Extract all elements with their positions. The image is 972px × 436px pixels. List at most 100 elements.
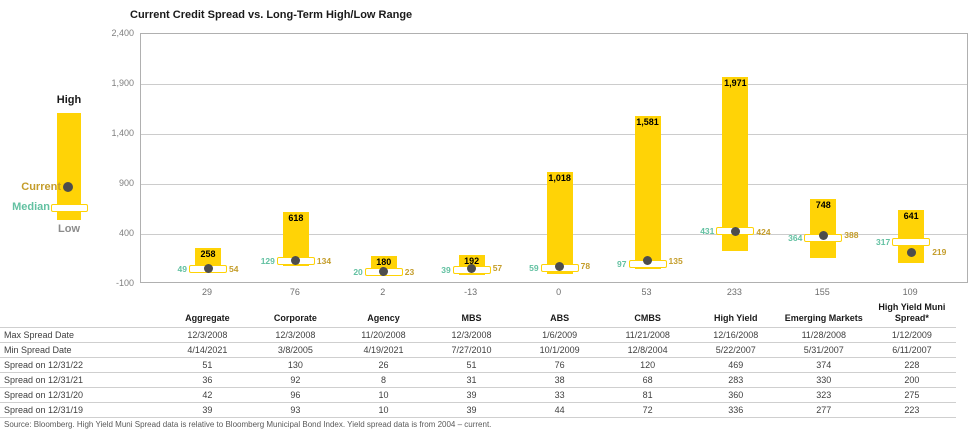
value-cell: 11/28/2008 (779, 327, 868, 343)
range-bar-cmbs (634, 115, 661, 269)
row-label-cell: Spread on 12/31/22 (0, 357, 164, 373)
current-value-label: 424 (756, 226, 771, 237)
high-value-label: 748 (814, 200, 832, 211)
current-value-label: 23 (404, 266, 415, 277)
low-value-label: 155 (814, 287, 830, 297)
value-cell: 10/1/2009 (515, 342, 604, 358)
table-row: Spread on 12/31/22 51 130 26 51 76 120 469 374 22… (0, 357, 956, 373)
legend-median-label: Median (12, 201, 50, 213)
table-header-cell: MBS (461, 313, 482, 323)
row-label-cell: Spread on 12/31/19 (0, 402, 164, 418)
row-label-cell: Spread on 12/31/20 (0, 387, 164, 403)
plot-area: 258 49 54 618 129 134 180 20 23 192 39 57 1,018 59 78 1… (140, 33, 968, 283)
value-cell: 10 (339, 402, 428, 418)
high-value-label: 192 (463, 255, 481, 266)
value-cell: 1/12/2009 (867, 327, 956, 343)
value-cell: 81 (603, 387, 692, 403)
value-cell: 5/31/2007 (779, 342, 868, 358)
y-axis-tick-label: 900 (118, 178, 134, 188)
value-cell: 130 (251, 357, 340, 373)
high-value-label: 1,018 (547, 173, 572, 184)
value-cell: 72 (603, 402, 692, 418)
current-dot (818, 230, 828, 240)
value-cell: 12/8/2004 (603, 342, 692, 358)
row-label-cell: Min Spread Date (0, 342, 164, 358)
table-row: Spread on 12/31/21 36 92 8 31 38 68 283 330 200 (0, 372, 956, 388)
table-header-cell (0, 301, 163, 328)
current-dot (730, 227, 740, 237)
value-cell: 12/16/2008 (691, 327, 780, 343)
table-header-cell: High Yield Muni Spread* (878, 302, 946, 323)
table-row: Spread on 12/31/19 39 93 10 39 44 72 336 277 223 (0, 402, 956, 418)
low-value-label: 0 (556, 287, 562, 297)
current-dot (203, 264, 213, 274)
legend-range-bar (57, 113, 81, 220)
median-value-label: 59 (529, 263, 539, 274)
spread-table-body: Max Spread Date 12/3/2008 12/3/2008 11/20/2… (0, 327, 956, 418)
value-cell: 223 (867, 402, 956, 418)
table-header-row: Aggregate Corporate Agency MBS ABS CMBS High Y… (0, 301, 956, 328)
current-value-label: 78 (580, 261, 591, 272)
value-cell: 12/3/2008 (427, 327, 516, 343)
value-cell: 228 (867, 357, 956, 373)
high-value-label: 641 (902, 210, 920, 221)
median-band (892, 238, 931, 247)
current-value-label: 219 (932, 247, 947, 258)
value-cell: 39 (427, 402, 516, 418)
legend-high-label: High (56, 94, 82, 106)
value-cell: 12/3/2008 (163, 327, 252, 343)
value-cell: 76 (515, 357, 604, 373)
value-cell: 7/27/2010 (427, 342, 516, 358)
current-dot (555, 261, 565, 271)
value-cell: 33 (515, 387, 604, 403)
median-value-label: 20 (353, 267, 363, 277)
low-value-label: 233 (726, 287, 742, 297)
y-axis-tick-label: 2,400 (111, 28, 134, 38)
value-cell: 6/11/2007 (867, 342, 956, 358)
value-cell: 4/19/2021 (339, 342, 428, 358)
value-cell: 68 (603, 372, 692, 388)
current-dot (906, 247, 916, 257)
median-value-label: 364 (788, 232, 803, 243)
source-footnote: Source: Bloomberg. High Yield Muni Sprea… (4, 420, 492, 429)
value-cell: 51 (427, 357, 516, 373)
value-cell: 93 (251, 402, 340, 418)
value-cell: 10 (339, 387, 428, 403)
value-cell: 8 (339, 372, 428, 388)
value-cell: 51 (163, 357, 252, 373)
legend-median-band (51, 204, 88, 212)
current-dot (643, 256, 652, 265)
high-value-label: 618 (287, 213, 305, 224)
legend-low-label: Low (58, 223, 80, 235)
high-value-label: 180 (375, 257, 393, 267)
value-cell: 323 (779, 387, 868, 403)
value-cell: 26 (339, 357, 428, 373)
value-cell: 330 (779, 372, 868, 388)
value-cell: 3/8/2005 (251, 342, 340, 358)
value-cell: 44 (515, 402, 604, 418)
value-cell: 92 (251, 372, 340, 388)
median-value-label: 129 (260, 256, 275, 267)
range-bar-abs (546, 172, 573, 274)
value-cell: 42 (163, 387, 252, 403)
value-cell: 4/14/2021 (163, 342, 252, 358)
value-cell: 374 (779, 357, 868, 373)
low-value-label: 53 (641, 287, 652, 297)
value-cell: 96 (251, 387, 340, 403)
value-cell: 31 (427, 372, 516, 388)
y-axis-tick-label: -100 (115, 278, 134, 288)
high-value-label: 1,971 (723, 77, 748, 88)
median-value-label: 49 (177, 264, 187, 275)
value-cell: 11/20/2008 (339, 327, 428, 343)
median-value-label: 97 (617, 259, 627, 270)
legend-current-dot (63, 182, 73, 192)
value-cell: 283 (691, 372, 780, 388)
table-row: Spread on 12/31/20 42 96 10 39 33 81 360 323 275 (0, 387, 956, 403)
value-cell: 360 (691, 387, 780, 403)
median-value-label: 431 (700, 225, 715, 236)
current-value-label: 134 (316, 255, 332, 266)
value-cell: 36 (163, 372, 252, 388)
value-cell: 275 (867, 387, 956, 403)
row-label-cell: Max Spread Date (0, 327, 164, 343)
